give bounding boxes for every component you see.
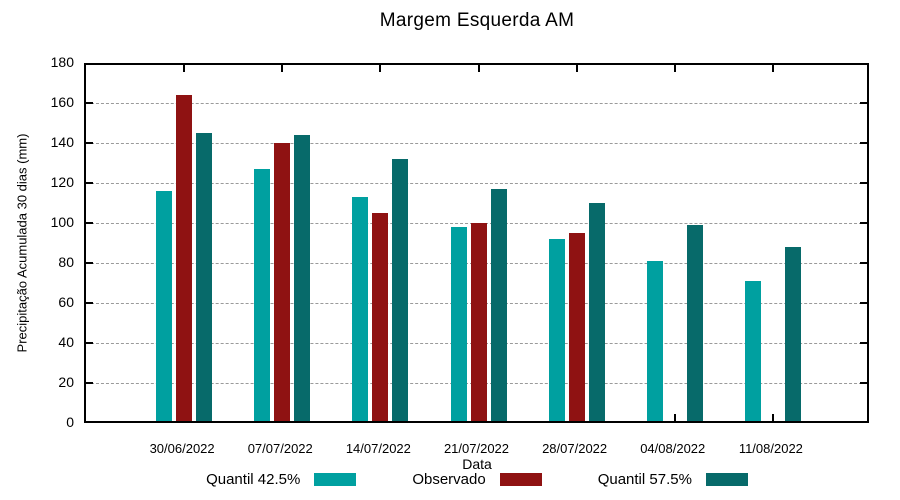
x-tick-mark-top-1 <box>281 65 284 72</box>
y-axis-label: Precipitação Acumulada 30 dias (mm) <box>14 133 30 353</box>
x-tick-label-2: 14/07/2022 <box>345 441 411 456</box>
y-tick-mark-left-40 <box>86 342 93 344</box>
x-tick-label-3: 21/07/2022 <box>443 441 510 456</box>
y-tick-label-60: 60 <box>58 294 74 310</box>
x-axis-label: Data <box>462 456 492 472</box>
x-tick-mark-top-5 <box>673 65 676 72</box>
x-tick-label-1: 07/07/2022 <box>247 441 313 456</box>
bar-quantil-42.5--1 <box>254 169 271 421</box>
legend-item-1: Observado <box>412 471 542 488</box>
legend-label-1: Observado <box>412 471 486 488</box>
bar-quantil-57.5--3 <box>490 189 507 421</box>
legend-swatch-2 <box>705 473 748 486</box>
bar-quantil-42.5--6 <box>744 281 761 421</box>
y-tick-label-120: 120 <box>50 174 74 190</box>
gridline-y-160 <box>86 103 867 104</box>
bar-quantil-42.5--4 <box>548 239 565 421</box>
x-tick-label-6: 11/08/2022 <box>738 441 803 456</box>
legend-item-0: Quantil 42.5% <box>206 471 357 488</box>
legend-label-0: Quantil 42.5% <box>206 471 301 488</box>
y-tick-mark-left-80 <box>86 262 93 264</box>
y-tick-label-180: 180 <box>50 54 74 70</box>
bar-observado-3 <box>470 223 487 421</box>
x-tick-mark-top-3 <box>477 65 480 72</box>
bar-quantil-42.5--3 <box>450 227 467 421</box>
x-tick-mark-top-6 <box>771 65 774 72</box>
x-tick-mark-top-4 <box>575 65 578 72</box>
y-tick-mark-right-140 <box>860 142 867 144</box>
x-tick-label-5: 04/08/2022 <box>640 441 706 456</box>
bar-quantil-57.5--2 <box>392 159 409 421</box>
legend: Quantil 42.5% Observado Quantil 57.5% <box>84 471 870 488</box>
x-tick-label-4: 28/07/2022 <box>542 441 608 456</box>
bar-quantil-57.5--4 <box>588 203 605 421</box>
y-tick-mark-left-20 <box>86 382 93 384</box>
plot-area <box>84 63 869 423</box>
bar-quantil-57.5--5 <box>686 225 703 421</box>
x-tick-mark-bottom-6 <box>771 414 774 421</box>
y-tick-mark-right-20 <box>860 382 867 384</box>
chart-title: Margem Esquerda AM <box>379 10 575 31</box>
legend-swatch-0 <box>314 473 357 486</box>
y-tick-mark-right-160 <box>860 102 867 104</box>
y-tick-mark-left-60 <box>86 302 93 304</box>
gridline-y-120 <box>86 183 867 184</box>
legend-item-2: Quantil 57.5% <box>598 471 748 488</box>
bar-quantil-57.5--6 <box>784 247 801 421</box>
y-tick-mark-right-60 <box>860 302 867 304</box>
x-tick-mark-bottom-5 <box>673 414 676 421</box>
y-tick-label-140: 140 <box>50 134 74 150</box>
legend-swatch-1 <box>499 473 542 486</box>
x-tick-label-0: 30/06/2022 <box>149 441 215 456</box>
bar-observado-2 <box>372 213 389 421</box>
y-tick-mark-left-140 <box>86 142 93 144</box>
y-tick-label-80: 80 <box>58 254 74 270</box>
y-tick-label-0: 0 <box>66 414 74 430</box>
bar-observado-0 <box>176 95 193 421</box>
y-tick-label-20: 20 <box>58 374 74 390</box>
y-tick-mark-right-80 <box>860 262 867 264</box>
y-tick-mark-left-100 <box>86 222 93 224</box>
bar-quantil-42.5--2 <box>352 197 369 421</box>
bar-quantil-42.5--0 <box>156 191 173 421</box>
y-tick-mark-right-40 <box>860 342 867 344</box>
bar-quantil-42.5--5 <box>646 261 663 421</box>
y-tick-mark-left-120 <box>86 182 93 184</box>
y-tick-label-100: 100 <box>50 214 74 230</box>
x-tick-mark-top-0 <box>183 65 186 72</box>
bar-quantil-57.5--1 <box>294 135 311 421</box>
bar-observado-1 <box>274 143 291 421</box>
y-tick-label-160: 160 <box>50 94 74 110</box>
gridline-y-140 <box>86 143 867 144</box>
y-tick-mark-right-100 <box>860 222 867 224</box>
y-tick-mark-right-120 <box>860 182 867 184</box>
y-tick-mark-left-160 <box>86 102 93 104</box>
legend-label-2: Quantil 57.5% <box>597 471 692 488</box>
y-tick-label-40: 40 <box>58 334 74 350</box>
bar-quantil-57.5--0 <box>196 133 213 421</box>
bar-observado-4 <box>568 233 585 421</box>
x-tick-mark-top-2 <box>379 65 382 72</box>
